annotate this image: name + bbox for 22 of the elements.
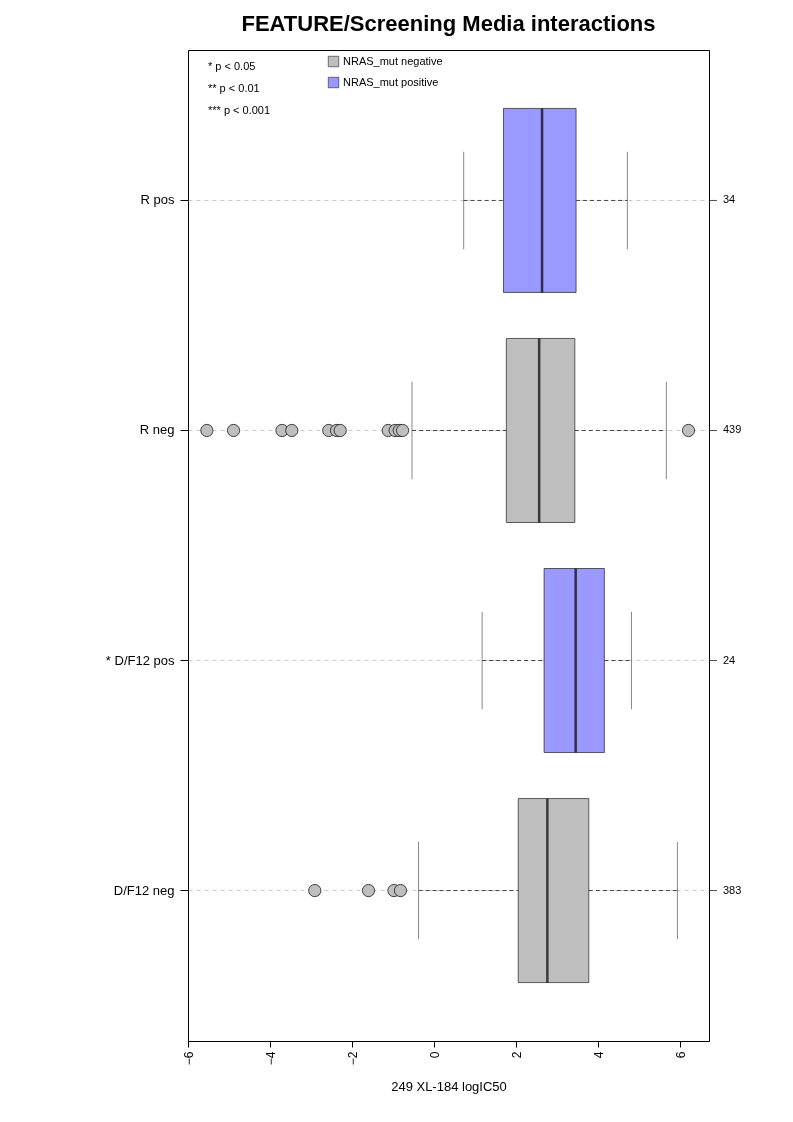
y-tick-label: * D/F12 pos (105, 652, 175, 668)
y2-tick-label: 383 (723, 883, 742, 896)
x-tick-label: −2 (345, 1051, 360, 1066)
y-tick-label: D/F12 neg (113, 882, 175, 898)
y-tick-label: R pos (140, 192, 175, 208)
y2-tick-label: 34 (723, 193, 736, 206)
legend-label: NRAS_mut negative (343, 54, 443, 67)
chart-title: FEATURE/Screening Media interactions (241, 11, 656, 36)
x-tick-label: −6 (181, 1051, 196, 1066)
y2-tick-label: 24 (723, 653, 736, 666)
x-tick-label: 4 (591, 1051, 606, 1059)
x-tick-label: 2 (509, 1051, 524, 1059)
annotation: *** p < 0.001 (208, 104, 271, 116)
y-tick-label: R neg (139, 422, 175, 438)
x-axis-title: 249 XL-184 logIC50 (391, 1079, 507, 1095)
annotation: * p < 0.05 (208, 60, 256, 72)
x-tick-label: 0 (427, 1051, 442, 1059)
y2-tick-label: 439 (723, 423, 742, 436)
x-tick-label: 6 (673, 1051, 688, 1059)
legend-label: NRAS_mut positive (343, 75, 439, 88)
x-tick-label: −4 (263, 1051, 278, 1066)
annotation: ** p < 0.01 (208, 82, 260, 94)
